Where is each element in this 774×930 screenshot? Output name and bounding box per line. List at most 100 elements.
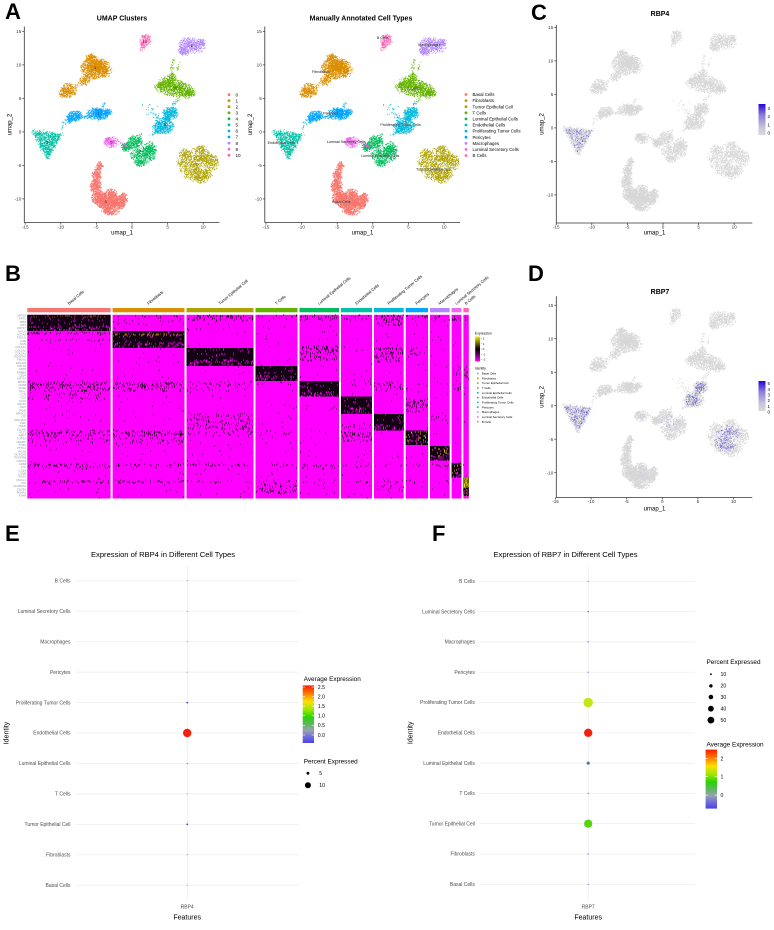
- svg-text:0: 0: [131, 224, 134, 229]
- svg-text:0: 0: [19, 130, 22, 135]
- svg-text:Luminal Secretory Cells: Luminal Secretory Cells: [327, 140, 366, 144]
- svg-text:-5: -5: [625, 499, 630, 504]
- svg-text:1.5: 1.5: [318, 704, 325, 710]
- svg-text:MS4A1: MS4A1: [17, 491, 27, 495]
- svg-text:30: 30: [721, 695, 727, 701]
- svg-text:15: 15: [16, 29, 22, 34]
- svg-text:CD3D: CD3D: [18, 383, 26, 387]
- svg-text:B Cells: B Cells: [459, 579, 475, 585]
- svg-text:-10: -10: [547, 193, 554, 198]
- svg-text:-5: -5: [549, 437, 554, 442]
- svg-text:B Cells: B Cells: [473, 153, 488, 158]
- svg-text:-15: -15: [552, 499, 559, 504]
- svg-text:Proliferating Tumor Cells: Proliferating Tumor Cells: [16, 700, 71, 706]
- svg-text:Macrophages: Macrophages: [418, 43, 440, 47]
- svg-text:-5: -5: [17, 163, 22, 168]
- svg-text:10: 10: [143, 40, 147, 44]
- svg-text:6: 6: [236, 129, 239, 134]
- svg-text:Luminal Secretory Cells: Luminal Secretory Cells: [473, 147, 520, 152]
- svg-text:umap_2: umap_2: [539, 385, 545, 407]
- svg-text:Identity: Identity: [4, 721, 11, 744]
- svg-text:umap_1: umap_1: [352, 231, 374, 237]
- svg-text:PIGR: PIGR: [19, 408, 26, 412]
- svg-text:0: 0: [661, 499, 664, 504]
- svg-text:15: 15: [548, 303, 554, 308]
- svg-text:Expression of RBP4 in Differen: Expression of RBP4 in Different Cell Typ…: [91, 550, 235, 559]
- svg-text:8: 8: [236, 141, 239, 146]
- svg-text:TAGLN: TAGLN: [17, 336, 26, 340]
- svg-text:3: 3: [768, 393, 771, 398]
- svg-text:LYZ: LYZ: [21, 465, 26, 469]
- svg-text:CENPF: CENPF: [17, 440, 27, 444]
- svg-text:2: 2: [721, 757, 724, 763]
- svg-text:2: 2: [236, 104, 239, 109]
- svg-text:15: 15: [257, 29, 263, 34]
- svg-text:1: 1: [768, 404, 771, 409]
- svg-text:umap_2: umap_2: [8, 113, 14, 135]
- svg-text:5: 5: [46, 140, 48, 144]
- svg-text:10: 10: [319, 783, 325, 789]
- svg-text:0: 0: [105, 200, 107, 204]
- svg-text:COL1A2: COL1A2: [15, 348, 26, 352]
- svg-text:7: 7: [97, 112, 99, 116]
- svg-text:RBP7: RBP7: [19, 434, 27, 438]
- svg-text:Proliferating Tumor Cells: Proliferating Tumor Cells: [482, 401, 514, 405]
- svg-text:umap_1: umap_1: [111, 231, 133, 237]
- svg-text:Fibroblasts: Fibroblasts: [450, 852, 475, 858]
- svg-text:4: 4: [768, 387, 771, 392]
- svg-text:Basal Cells: Basal Cells: [332, 200, 351, 204]
- svg-text:3: 3: [174, 87, 176, 91]
- svg-text:Luminal Epithelial Cells: Luminal Epithelial Cells: [482, 391, 512, 395]
- svg-text:Luminal Epithelial Cells: Luminal Epithelial Cells: [473, 117, 519, 122]
- svg-text:5: 5: [551, 92, 554, 97]
- svg-text:-5: -5: [335, 224, 340, 229]
- svg-text:A: A: [5, 0, 21, 24]
- svg-text:UMAP Clusters: UMAP Clusters: [97, 16, 148, 23]
- svg-text:10: 10: [257, 63, 263, 68]
- svg-text:1: 1: [483, 342, 485, 346]
- svg-text:FLT1: FLT1: [20, 430, 27, 434]
- svg-text:C1QB: C1QB: [18, 472, 26, 476]
- svg-text:Identity: Identity: [408, 721, 415, 744]
- svg-text:COL3A1: COL3A1: [15, 351, 26, 355]
- svg-text:umap_2: umap_2: [539, 112, 545, 134]
- svg-text:9: 9: [236, 147, 239, 152]
- svg-text:Endothelial Cells: Endothelial Cells: [33, 731, 71, 737]
- svg-text:Endothelial Cells: Endothelial Cells: [438, 731, 476, 737]
- svg-text:Proliferating Tumor Cells: Proliferating Tumor Cells: [380, 123, 421, 127]
- svg-text:-5: -5: [258, 163, 263, 168]
- svg-text:10: 10: [16, 63, 22, 68]
- svg-text:Luminal Epithelial Cells: Luminal Epithelial Cells: [423, 761, 475, 767]
- svg-text:ITGAX: ITGAX: [18, 475, 27, 479]
- svg-text:MKI67: MKI67: [18, 380, 27, 384]
- svg-text:10: 10: [441, 224, 447, 229]
- svg-text:Luminal Secretory Cells: Luminal Secretory Cells: [482, 415, 513, 419]
- svg-text:SCGB2A2: SCGB2A2: [13, 484, 26, 488]
- svg-text:10: 10: [236, 153, 242, 158]
- svg-text:-10: -10: [298, 224, 305, 229]
- svg-text:FBLN1: FBLN1: [17, 358, 26, 362]
- svg-text:2: 2: [768, 398, 771, 403]
- svg-text:F: F: [432, 521, 445, 546]
- svg-text:3: 3: [236, 111, 239, 116]
- svg-text:5: 5: [19, 96, 22, 101]
- svg-text:Pericytes: Pericytes: [482, 405, 494, 409]
- svg-text:4: 4: [139, 149, 141, 153]
- svg-text:Pericytes: Pericytes: [323, 111, 338, 115]
- svg-text:-10: -10: [547, 470, 554, 475]
- svg-text:CCL5: CCL5: [19, 399, 27, 403]
- svg-text:ACTA2: ACTA2: [17, 333, 26, 337]
- svg-text:0: 0: [721, 793, 724, 799]
- svg-text:CD68: CD68: [19, 462, 27, 466]
- svg-text:Macrophages: Macrophages: [445, 640, 476, 646]
- svg-text:Macrophages: Macrophages: [473, 141, 500, 146]
- svg-text:T Cells: T Cells: [459, 791, 475, 797]
- svg-text:T Cells: T Cells: [482, 386, 491, 390]
- svg-text:Fibroblasts: Fibroblasts: [46, 853, 71, 859]
- svg-text:0: 0: [551, 403, 554, 408]
- svg-text:KRT18: KRT18: [17, 364, 26, 368]
- svg-text:0: 0: [551, 126, 554, 131]
- svg-text:DCN: DCN: [20, 342, 26, 346]
- svg-text:1.0: 1.0: [318, 714, 325, 720]
- svg-text:10: 10: [731, 499, 737, 504]
